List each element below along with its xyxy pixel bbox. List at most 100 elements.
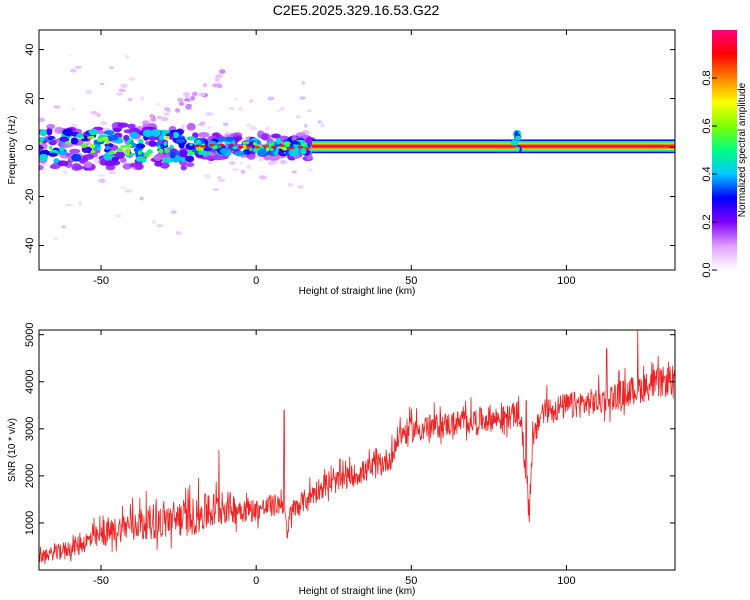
spectrogram-speckle [214,77,221,82]
spectrogram-core-blob [257,148,268,157]
spectrogram-speckle [127,97,133,102]
spectrogram-core-blob [53,158,60,164]
spectrogram-hot-spot [262,144,269,147]
spectrogram-core-blob [39,136,45,143]
spectrogram-speckle [258,158,264,162]
spectrogram-speckle [208,161,212,165]
snr-content [39,330,675,565]
spectrogram-speckle [90,110,98,115]
spectrogram-core-blob [275,137,281,143]
spectrogram-hot-spot [282,147,288,151]
spectrogram-speckle [280,160,287,165]
spectrogram-halo-blob [270,133,281,139]
snr-xtick-label: 50 [405,575,417,587]
spectrogram-hot-spot [89,143,96,149]
spectrogram-speckle [184,98,191,102]
snr-xtick-label: 100 [557,575,575,587]
spectrogram-xtick-label: 50 [405,275,417,287]
spectrogram-speckle [53,105,61,109]
spectrogram-core-blob [59,136,69,142]
spectrogram-hot-spot [268,148,275,152]
spectrogram-halo-blob [71,163,82,171]
spectrogram-speckle [156,115,163,120]
spectrogram-speckle [74,66,83,69]
spectrogram-hot-spot [90,150,96,154]
spectrogram-core-blob [111,156,120,162]
spectrogram-speckle [95,112,102,118]
spectrogram-speckle [99,82,105,86]
spectrogram-halo-blob [105,160,116,167]
spectrogram-hot-spot [120,145,127,149]
spectrogram-speckle [304,123,308,128]
spectrogram-speckle [207,126,212,129]
spectrogram-core-blob [57,150,68,155]
spectrogram-hot-spot [254,146,261,149]
spectrogram-hot-spot [158,136,165,139]
spectrogram-core-blob [70,137,79,145]
spectrogram-core-blob [169,152,176,159]
spectrogram-core-blob [179,149,188,158]
spectrogram-hot-spot [96,147,102,150]
spectrogram-speckle [185,104,192,110]
spectrogram-speckle [124,189,132,193]
spectrogram-speckle [115,92,124,96]
spectrogram-speckle [249,99,254,104]
spectrogram-speckle [175,230,182,236]
spectrogram-ytick-label: -20 [24,189,36,205]
spectrogram-speckle [301,80,306,85]
spectrogram-core-blob [64,128,73,137]
spectrogram-hot-spot [228,144,235,147]
spectrogram-core-blob [201,151,209,157]
spectrogram-hot-spot [137,150,142,156]
spectrogram-halo-blob [260,134,269,141]
spectrogram-speckle [109,66,115,70]
spectrogram-speckle [184,94,190,99]
spectrogram-hot-spot [80,136,85,139]
colorbar: 0.0 0.2 0.4 0.6 0.8 Normalized spectral ampli… [701,30,748,278]
spectrogram-core-blob [103,130,115,136]
spectrogram-hot-spot [80,142,88,148]
spectrogram-speckle [139,196,144,201]
spectrogram-speckle [249,126,258,131]
colorbar-scale [712,30,737,270]
spectrogram-speckle [118,88,127,93]
disturbance-blob [515,146,520,152]
spectrogram-speckle [307,168,313,172]
spectrogram-speckle [64,203,73,207]
spectrogram-speckle [292,160,296,163]
spectrogram-speckle [218,179,226,182]
snr-ytick-label: 4000 [24,370,36,394]
spectrogram-speckle [39,117,46,123]
spectrogram-speckle [205,112,214,117]
spectrogram-halo-blob [46,123,56,130]
spectrogram-xtick-label: -50 [93,275,109,287]
spectrogram-hot-spot [198,147,204,151]
spectrogram-hot-spot [237,145,244,149]
spectrogram-speckle [70,107,76,111]
spectrogram-halo-blob [154,161,162,167]
spectrogram-core-blob [178,142,185,149]
spectrogram-hot-spot [130,153,137,156]
spectrogram-speckle [140,96,145,102]
spectrogram-hot-spot [146,149,153,154]
snr-plot-frame [38,329,676,571]
spectrogram-speckle [61,225,66,229]
spectrogram-core-blob [88,128,99,136]
spectrogram-speckle [215,74,223,78]
spectrogram-speckle [178,101,185,106]
spectrogram-hot-spot [288,146,295,150]
spectrogram-core-blob [234,150,245,157]
spectrogram-core-blob [138,138,144,144]
spectrogram-core-blob [103,152,111,161]
spectrogram-hot-spot [96,137,104,143]
spectrogram-speckle [232,168,239,171]
spectrogram-speckle [150,117,157,122]
spectrogram-hot-spot [265,147,270,152]
spectrogram-speckle [119,186,127,190]
spectrogram-hot-spot [164,148,170,154]
spectrogram-core-blob [39,153,49,162]
spectrogram-core-blob [148,140,157,147]
snr-ytick-label: 5000 [24,322,36,346]
spectrogram-speckle [234,98,238,101]
